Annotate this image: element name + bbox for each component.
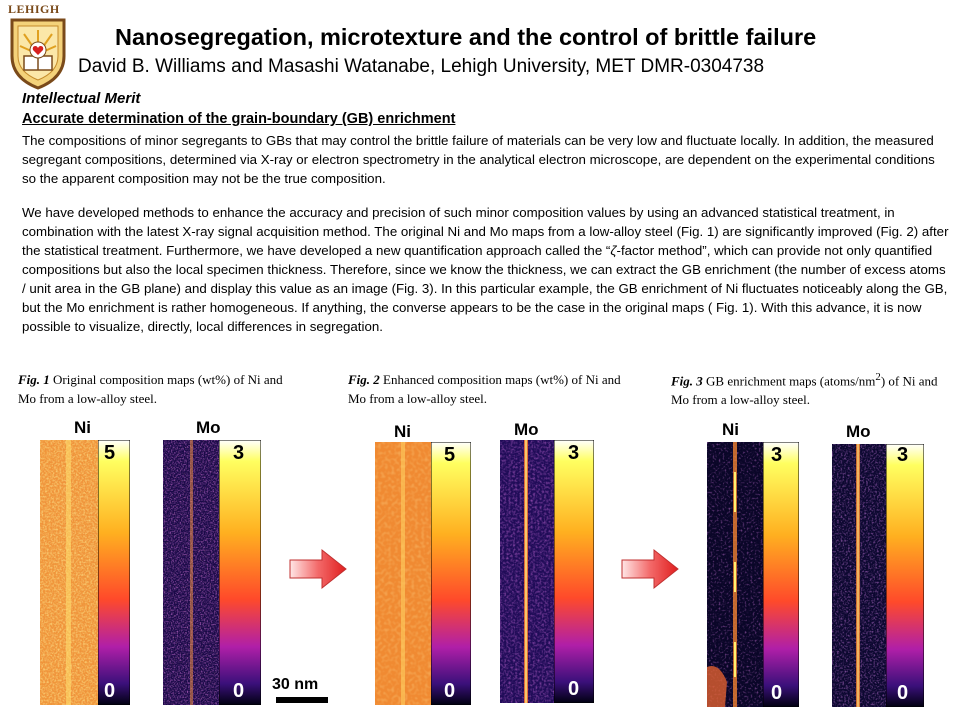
fig3-ni-min: 0 — [771, 682, 783, 704]
fig2-caption-text: Enhanced composition maps (wt%) of Ni an… — [348, 372, 621, 406]
fig3-caption-sup: 2 — [875, 371, 881, 383]
fig1-mo-map — [163, 440, 219, 705]
fig2-ni-label: Ni — [394, 422, 411, 441]
fig1-ni-max: 5 — [104, 442, 116, 464]
page-title: Nanosegregation, microtexture and the co… — [115, 24, 817, 50]
fig3-caption-text-1: GB enrichment maps (atoms/nm — [702, 373, 876, 389]
paragraph-2-part-2: -factor method”, which can provide not o… — [22, 243, 948, 334]
fig3-mo-colorbar — [886, 444, 924, 707]
fig1-mo-colorbar — [219, 440, 261, 705]
fig3-mo-max: 3 — [897, 444, 909, 466]
fig3-ni-max: 3 — [771, 444, 783, 466]
paragraph-2-part-1: We have developed methods to enhance the… — [22, 205, 949, 258]
fig2-mo-max: 3 — [568, 442, 580, 464]
right-arrow-icon-2 — [621, 548, 679, 590]
fig2-mo-label: Mo — [514, 420, 539, 439]
fig3-mo-map — [832, 444, 886, 707]
scale-bar-label: 30 nm — [272, 676, 319, 693]
fig2-ni-colorbar — [431, 442, 471, 705]
fig1-ni-min: 0 — [104, 680, 116, 702]
fig3-ni-label: Ni — [722, 420, 739, 439]
fig1-mo-max: 3 — [233, 442, 245, 464]
fig1-ni-label: Ni — [74, 418, 91, 437]
zeta-symbol: ζ — [610, 243, 617, 258]
fig1-mo-min: 0 — [233, 680, 245, 702]
paragraph-1: The compositions of minor segregants to … — [22, 133, 935, 186]
fig3-ni-colorbar — [763, 442, 799, 707]
lehigh-shield-logo — [10, 18, 66, 90]
fig1-mo-label: Mo — [196, 418, 221, 437]
fig1-label: Fig. 1 — [18, 372, 50, 387]
fig1-caption-text: Original composition maps (wt%) of Ni an… — [18, 372, 283, 406]
right-arrow-icon — [289, 548, 347, 590]
fig3-ni-map — [707, 442, 763, 707]
scale-bar — [276, 697, 328, 703]
authors-line: David B. Williams and Masashi Watanabe, … — [78, 56, 765, 77]
fig3-mo-min: 0 — [897, 682, 909, 704]
fig2-label: Fig. 2 — [348, 372, 380, 387]
fig3-mo-label: Mo — [846, 422, 871, 441]
fig3-label: Fig. 3 — [671, 373, 703, 389]
fig2-caption: Fig. 2 Enhanced composition maps (wt%) o… — [348, 370, 628, 408]
subheading: Accurate determination of the grain-boun… — [22, 111, 456, 127]
fig3-caption-text-2: ) of Ni and Mo from a low-alloy steel. — [671, 373, 938, 408]
section-heading: Intellectual Merit — [22, 90, 141, 107]
fig1-caption: Fig. 1 Original composition maps (wt%) o… — [18, 370, 288, 408]
fig2-mo-map — [500, 440, 554, 703]
fig2-ni-map — [375, 442, 431, 705]
fig1-ni-colorbar — [98, 440, 130, 705]
fig2-ni-max: 5 — [444, 444, 456, 466]
fig1-ni-map — [40, 440, 98, 705]
fig2-ni-min: 0 — [444, 680, 456, 702]
fig2-mo-colorbar — [554, 440, 594, 703]
logo-text: LEHIGH — [8, 2, 60, 16]
fig2-mo-min: 0 — [568, 678, 580, 700]
fig3-caption: Fig. 3 GB enrichment maps (atoms/nm2) of… — [671, 368, 941, 409]
paragraph-2: We have developed methods to enhance the… — [22, 203, 952, 336]
